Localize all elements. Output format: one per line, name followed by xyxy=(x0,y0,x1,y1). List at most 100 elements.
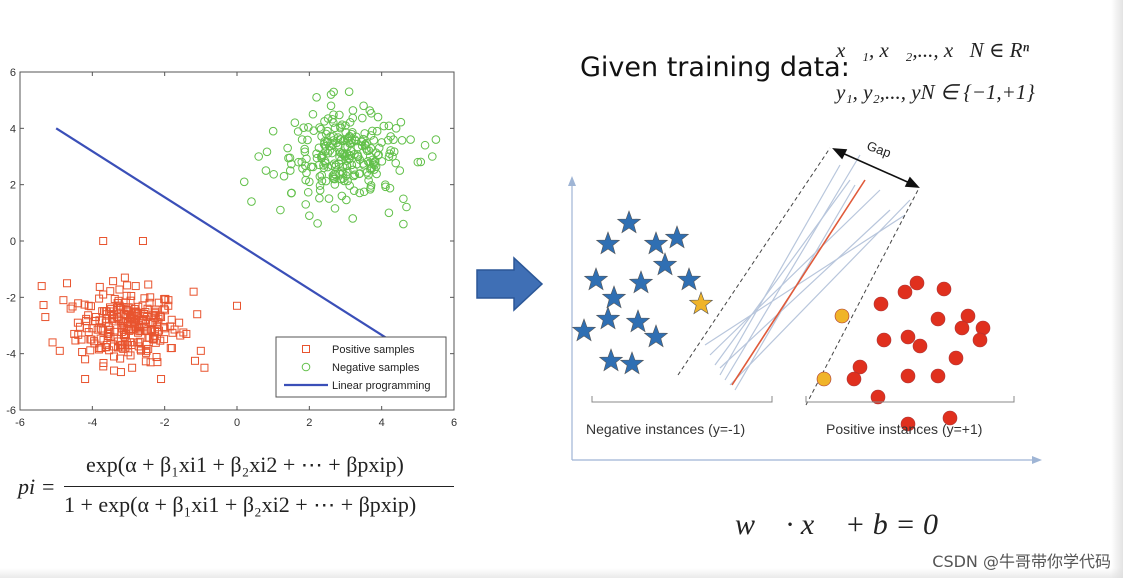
negative-sample-point xyxy=(304,123,313,132)
negative-sample-point xyxy=(268,126,278,136)
negative-sample-point xyxy=(365,185,375,194)
positive-sample-point xyxy=(116,368,125,377)
negative-sample-point xyxy=(341,121,350,130)
negative-sample-point xyxy=(406,135,415,144)
negative-sample-point xyxy=(384,208,394,218)
formula-lhs: pi = xyxy=(18,474,56,499)
positive-sample-point xyxy=(109,277,118,286)
positive-sample-point xyxy=(87,335,96,344)
positive-instance-dot xyxy=(834,308,850,324)
negative-sample-point xyxy=(373,112,383,122)
negative-sample-point xyxy=(279,171,289,181)
positive-sample-point xyxy=(120,273,129,282)
given-training-data-text: Given training data: xyxy=(580,52,850,83)
positive-sample-point xyxy=(142,346,151,355)
negative-sample-point xyxy=(303,135,312,145)
negative-sample-point xyxy=(285,166,295,175)
formula-numerator: exp(α + β₁xi1 + β₂xi2 + ⋯ + βpxip) xyxy=(86,452,404,477)
negative-instance-star xyxy=(619,351,645,375)
negative-instance-star xyxy=(688,291,714,315)
negative-sample-point xyxy=(363,157,373,166)
negative-sample-point xyxy=(342,161,352,170)
positive-sample-point xyxy=(71,336,80,345)
negative-sample-point xyxy=(379,121,389,131)
legend-square-swatch xyxy=(302,345,310,353)
legend-entry: Positive samples xyxy=(332,344,415,356)
positive-sample-point xyxy=(120,321,129,330)
optimal-hyperplane xyxy=(731,179,866,386)
negative-sample-point xyxy=(326,90,336,99)
x-tick-label: -2 xyxy=(160,417,170,429)
negative-sample-point xyxy=(354,169,364,179)
positive-sample-point xyxy=(39,301,48,310)
positive-sample-point xyxy=(139,322,148,331)
positive-sample-point xyxy=(63,279,72,288)
regression-line xyxy=(55,127,390,341)
negative-sample-point xyxy=(336,155,346,165)
negative-sample-point xyxy=(413,157,423,167)
positive-sample-point xyxy=(138,237,147,245)
positive-sample-point xyxy=(86,346,95,355)
positive-sample-point xyxy=(80,300,89,309)
positive-instance-dot xyxy=(948,350,964,366)
negative-sample-point xyxy=(361,144,371,153)
negative-sample-point xyxy=(368,126,377,136)
positive-instances-label: Positive instances (y=+1) xyxy=(826,421,983,437)
positive-sample-point xyxy=(37,282,46,291)
right-arrow-icon xyxy=(476,256,544,312)
positive-instance-dot xyxy=(930,311,946,327)
axis-ticks: -6 -4 -2 0 2 4 6 6 4 2 0 -2 -4 -6 xyxy=(6,67,457,429)
negative-instance-star xyxy=(664,225,690,249)
negative-sample-point xyxy=(345,117,355,127)
positive-sample-point xyxy=(126,313,135,322)
negative-sample-point xyxy=(308,109,318,119)
positive-sample-point xyxy=(130,304,139,313)
positive-instance-dot xyxy=(876,332,892,348)
negative-sample-point xyxy=(312,149,321,158)
negative-instance-star xyxy=(595,306,621,330)
formula-denominator: 1 + exp(α + β₁xi1 + β₂xi2 + ⋯ + βpxip) xyxy=(64,492,417,517)
negative-sample-point xyxy=(330,204,340,213)
gap-arrow xyxy=(832,148,920,188)
negative-sample-point xyxy=(348,113,358,123)
positive-sample-point xyxy=(116,354,125,363)
negative-instance-star xyxy=(595,231,621,255)
positive-sample-point xyxy=(74,330,83,339)
negative-sample-point xyxy=(384,121,394,131)
positive-instance-dot xyxy=(816,371,832,387)
negative-instance-star xyxy=(643,324,669,348)
positive-sample-point xyxy=(151,327,160,336)
negative-sample-point xyxy=(359,187,369,197)
positive-instance-dot xyxy=(873,296,889,312)
positive-sample-point xyxy=(168,328,177,337)
negative-sample-point xyxy=(347,129,357,139)
margin-line-negative xyxy=(677,147,831,376)
positive-sample-point xyxy=(95,294,104,303)
positive-sample-point xyxy=(138,301,147,310)
positive-sample-point xyxy=(120,333,129,342)
positive-sample-point xyxy=(95,282,104,291)
negative-sample-point xyxy=(283,143,292,153)
negative-sample-point xyxy=(366,131,376,140)
positive-sample-point xyxy=(233,301,241,310)
x-tick-label: 6 xyxy=(451,417,457,429)
negative-sample-point xyxy=(321,158,330,168)
positive-sample-point xyxy=(96,324,105,333)
positive-sample-point xyxy=(144,318,153,327)
negative-sample-point xyxy=(321,129,331,139)
negative-sample-point xyxy=(317,131,326,141)
negative-sample-point xyxy=(315,123,324,132)
negative-sample-point xyxy=(239,177,249,187)
positive-sample-point xyxy=(193,310,202,319)
negative-sample-point xyxy=(383,135,393,145)
negative-sample-point xyxy=(369,165,379,174)
negative-sample-point xyxy=(328,114,337,124)
negative-sample-point xyxy=(301,200,311,209)
negative-sample-point xyxy=(300,147,310,157)
negative-sample-point xyxy=(337,120,347,129)
positive-sample-point xyxy=(196,346,205,355)
negative-sample-point xyxy=(340,143,350,152)
negative-sample-point xyxy=(364,146,374,155)
negative-sample-point xyxy=(317,152,326,161)
positive-sample-point xyxy=(161,306,170,315)
